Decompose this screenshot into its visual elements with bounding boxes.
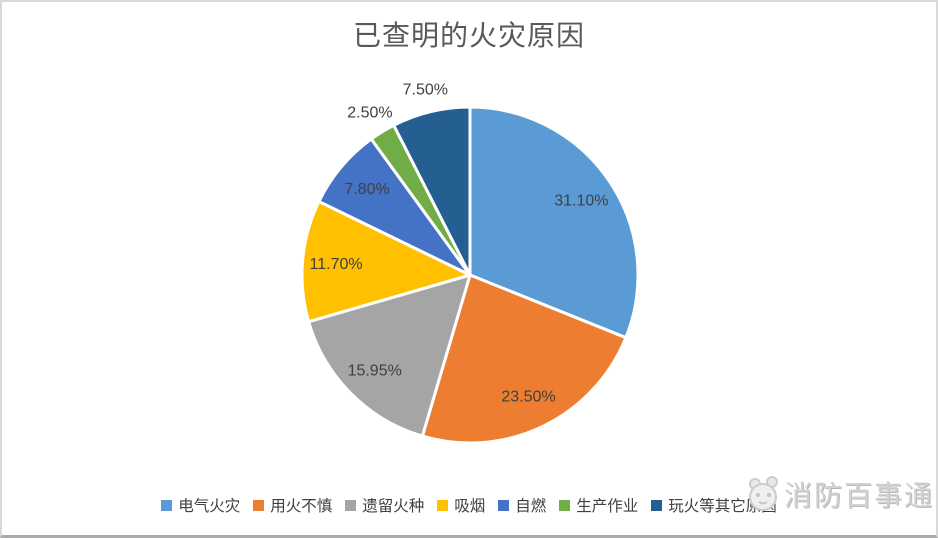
pie-slice-玩火等其它原因 xyxy=(392,105,472,277)
legend-swatch xyxy=(437,499,449,511)
pie-slice-吸烟 xyxy=(300,199,472,324)
legend-item-电气火灾: 电气火灾 xyxy=(161,494,240,516)
chart-title: 已查明的火灾原因 xyxy=(352,20,585,51)
legend-swatch xyxy=(253,499,265,511)
pie-data-label-生产作业: 2.50% xyxy=(347,104,392,121)
pie-slice-用火不慎 xyxy=(420,273,628,445)
legend-swatch xyxy=(345,499,357,511)
legend-item-吸烟: 吸烟 xyxy=(437,494,485,516)
legend-label: 自燃 xyxy=(515,498,547,515)
legend-label: 遗留火种 xyxy=(362,498,425,515)
pie-data-label-电气火灾: 31.10% xyxy=(554,192,608,209)
legend-item-玩火等其它原因: 玩火等其它原因 xyxy=(651,494,777,516)
legend-swatch xyxy=(161,499,173,511)
legend-swatch xyxy=(559,499,571,511)
legend-item-生产作业: 生产作业 xyxy=(559,494,638,516)
pie-data-label-遗留火种: 15.95% xyxy=(348,362,402,379)
pie-data-label-用火不慎: 23.50% xyxy=(501,389,555,406)
legend-label: 用火不慎 xyxy=(270,498,333,515)
legend-swatch xyxy=(651,499,663,511)
legend-swatch xyxy=(498,499,510,511)
legend-label: 生产作业 xyxy=(576,498,639,515)
pie-slice-电气火灾 xyxy=(468,105,640,340)
legend: 电气火灾 用火不慎 遗留火种 吸烟 自燃 生产作业 玩火等其它原因 xyxy=(2,494,936,516)
legend-label: 电气火灾 xyxy=(178,498,241,515)
legend-item-用火不慎: 用火不慎 xyxy=(253,494,332,516)
pie-slice-遗留火种 xyxy=(307,273,472,438)
pie-data-label-自燃: 7.80% xyxy=(344,181,389,198)
pie-data-label-吸烟: 11.70% xyxy=(310,256,363,273)
legend-label: 玩火等其它原因 xyxy=(668,498,777,515)
legend-label: 吸烟 xyxy=(454,498,486,515)
legend-item-自燃: 自燃 xyxy=(498,494,546,516)
legend-item-遗留火种: 遗留火种 xyxy=(345,494,424,516)
pie-data-label-玩火等其它原因: 7.50% xyxy=(403,81,448,98)
